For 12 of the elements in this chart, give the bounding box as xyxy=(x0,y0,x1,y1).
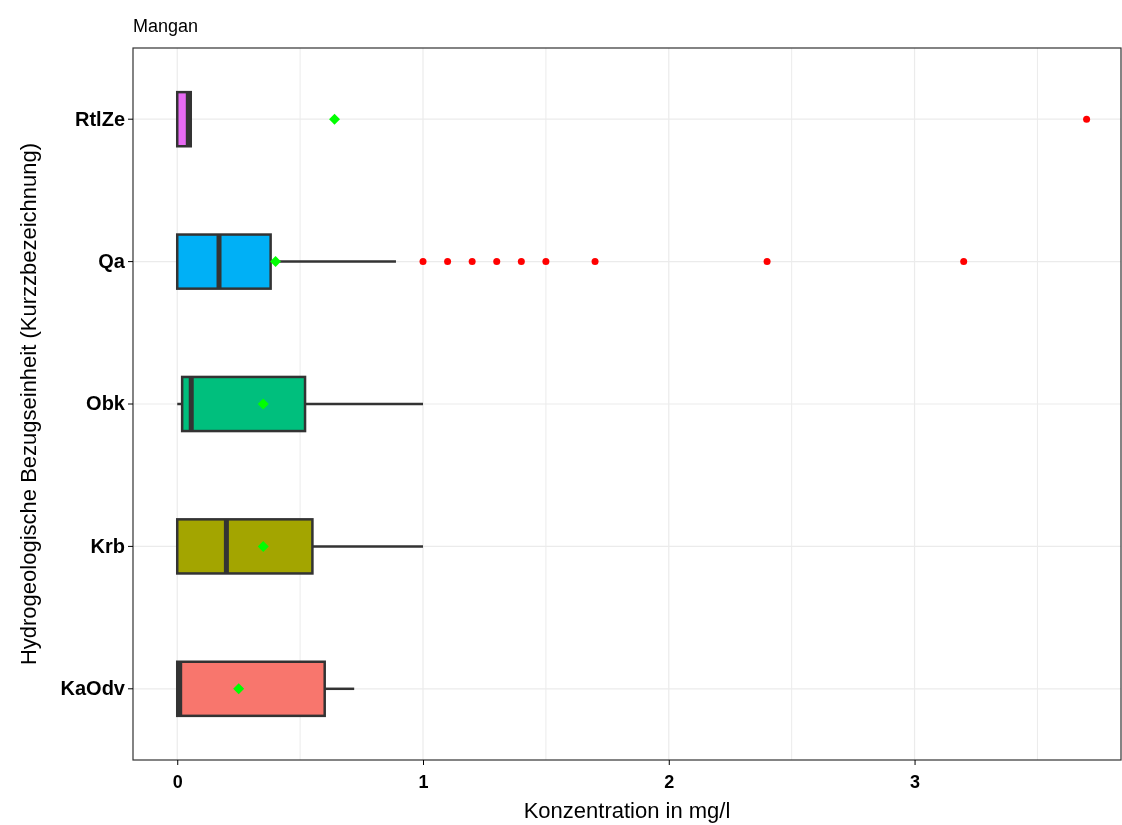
y-tick-label: Qa xyxy=(98,250,126,272)
x-tick-label: 3 xyxy=(910,771,921,792)
y-tick-label: Krb xyxy=(90,534,125,557)
x-tick-label: 1 xyxy=(418,771,429,792)
y-tick-label: Obk xyxy=(86,392,126,415)
chart-title: Mangan xyxy=(133,16,199,36)
y-axis-title: Hydrogeologische Bezugseinheit (Kurzzbezeichnung) xyxy=(16,142,41,666)
x-axis-title: Konzentration in mg/l xyxy=(523,798,731,823)
y-tick-label: RtlZe xyxy=(75,107,125,130)
x-tick-label: 2 xyxy=(664,771,675,792)
y-tick-label: KaOdv xyxy=(60,677,126,700)
x-tick-label: 0 xyxy=(172,771,183,792)
